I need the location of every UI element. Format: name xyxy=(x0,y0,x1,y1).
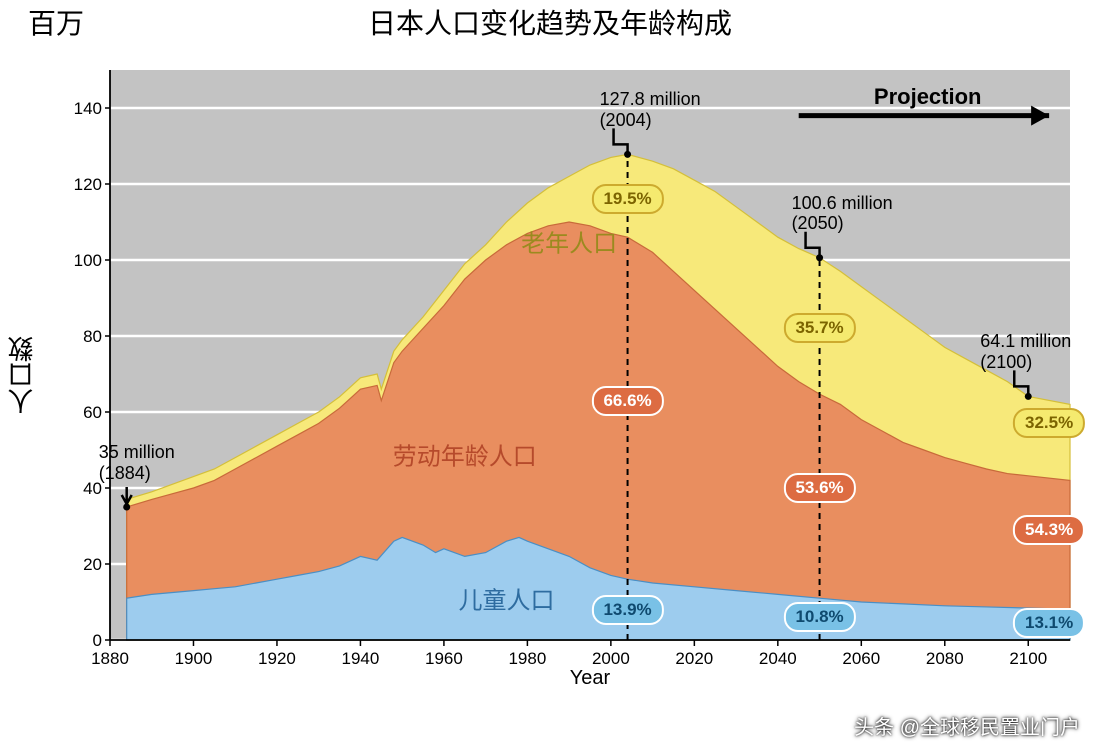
percent-pill: 10.8% xyxy=(783,602,855,632)
series-label-working: 劳动年龄人口 xyxy=(393,436,537,471)
svg-text:0: 0 xyxy=(93,631,102,650)
callout-label: 100.6 million(2050) xyxy=(792,193,893,234)
percent-pill: 32.5% xyxy=(1013,408,1085,438)
svg-text:2040: 2040 xyxy=(759,649,797,668)
svg-text:1880: 1880 xyxy=(91,649,129,668)
svg-text:100: 100 xyxy=(74,251,102,270)
chart-svg: 0 2040 60 80 100 120 140 1880 1900 1920 1940 1960 19… xyxy=(70,60,1080,690)
svg-text:2060: 2060 xyxy=(842,649,880,668)
svg-text:1900: 1900 xyxy=(175,649,213,668)
svg-text:2080: 2080 xyxy=(926,649,964,668)
y-axis-title: 人口数 xyxy=(4,336,41,414)
callout-label: 127.8 million(2004) xyxy=(600,89,701,130)
svg-text:1960: 1960 xyxy=(425,649,463,668)
percent-pill: 35.7% xyxy=(783,313,855,343)
chart-area: 0 2040 60 80 100 120 140 1880 1900 1920 1940 1960 19… xyxy=(70,60,1080,690)
svg-text:140: 140 xyxy=(74,99,102,118)
svg-text:1980: 1980 xyxy=(508,649,546,668)
svg-text:60: 60 xyxy=(83,403,102,422)
watermark-text: 头条 @全球移民置业门户 xyxy=(854,711,1080,740)
y-unit-label: 百万 xyxy=(28,2,84,42)
svg-text:1920: 1920 xyxy=(258,649,296,668)
percent-pill: 66.6% xyxy=(591,386,663,416)
svg-text:2000: 2000 xyxy=(592,649,630,668)
svg-text:120: 120 xyxy=(74,175,102,194)
svg-text:2020: 2020 xyxy=(675,649,713,668)
svg-text:20: 20 xyxy=(83,555,102,574)
callout-label: 64.1 million(2100) xyxy=(980,331,1071,372)
projection-label: Projection xyxy=(874,84,982,110)
svg-text:80: 80 xyxy=(83,327,102,346)
svg-text:Year: Year xyxy=(570,667,611,689)
series-label-elderly: 老年人口 xyxy=(521,224,617,259)
percent-pill: 53.6% xyxy=(783,473,855,503)
series-label-children: 儿童人口 xyxy=(459,581,555,616)
header: 百万 日本人口变化趋势及年龄构成 xyxy=(0,2,1100,38)
percent-pill: 13.9% xyxy=(591,595,663,625)
percent-pill: 19.5% xyxy=(591,184,663,214)
callout-label: 35 million(1884) xyxy=(99,442,175,483)
chart-title: 日本人口变化趋势及年龄构成 xyxy=(368,2,732,42)
svg-text:2100: 2100 xyxy=(1009,649,1047,668)
percent-pill: 54.3% xyxy=(1013,515,1085,545)
percent-pill: 13.1% xyxy=(1013,608,1085,638)
svg-text:1940: 1940 xyxy=(342,649,380,668)
